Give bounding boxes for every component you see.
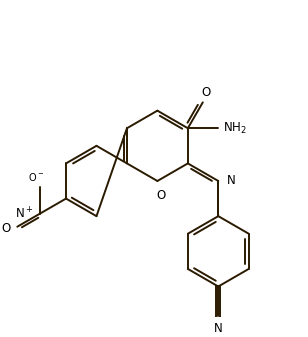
- Text: NH$_2$: NH$_2$: [223, 121, 247, 136]
- Text: O: O: [202, 86, 211, 99]
- Text: O$^-$: O$^-$: [28, 172, 44, 183]
- Text: N: N: [214, 322, 223, 335]
- Text: O: O: [156, 189, 166, 202]
- Text: N: N: [227, 174, 235, 187]
- Text: N$^+$: N$^+$: [15, 206, 34, 221]
- Text: O: O: [2, 222, 11, 235]
